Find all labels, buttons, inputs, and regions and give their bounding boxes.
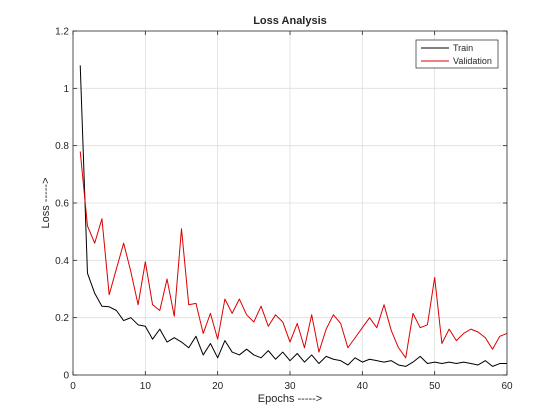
x-tick-label: 60 bbox=[501, 381, 513, 392]
x-axis-label: Epochs -----> bbox=[258, 393, 323, 405]
series-line-validation bbox=[79, 151, 508, 359]
x-tick-label: 50 bbox=[429, 381, 441, 392]
y-tick-label: 0.2 bbox=[55, 313, 69, 324]
legend-label-validation: Validation bbox=[453, 56, 492, 66]
legend: Train Validation bbox=[415, 39, 499, 69]
y-tick-label: 0.6 bbox=[55, 199, 69, 210]
series-layer bbox=[79, 65, 508, 367]
y-tick-label: 0 bbox=[63, 371, 69, 382]
x-tick-label: 40 bbox=[357, 381, 369, 392]
x-tick-label: 0 bbox=[70, 381, 76, 392]
x-tick-label: 30 bbox=[284, 381, 296, 392]
y-axis-label: Loss -----> bbox=[40, 177, 52, 228]
ticks: 0 10 20 30 40 50 60 0 0.2 0.4 0.6 0.8 1 1.2 bbox=[55, 27, 513, 393]
y-tick-label: 0.8 bbox=[55, 141, 69, 152]
series-line-train bbox=[79, 65, 507, 367]
y-tick-label: 1.2 bbox=[55, 27, 69, 38]
chart-title: Loss Analysis bbox=[253, 15, 327, 27]
y-tick-label: 1 bbox=[63, 84, 69, 95]
y-tick-label: 0.4 bbox=[55, 256, 69, 267]
legend-label-train: Train bbox=[453, 43, 473, 53]
x-tick-label: 10 bbox=[140, 381, 152, 392]
grid bbox=[73, 31, 507, 375]
legend-box bbox=[415, 39, 499, 69]
x-tick-label: 20 bbox=[212, 381, 224, 392]
